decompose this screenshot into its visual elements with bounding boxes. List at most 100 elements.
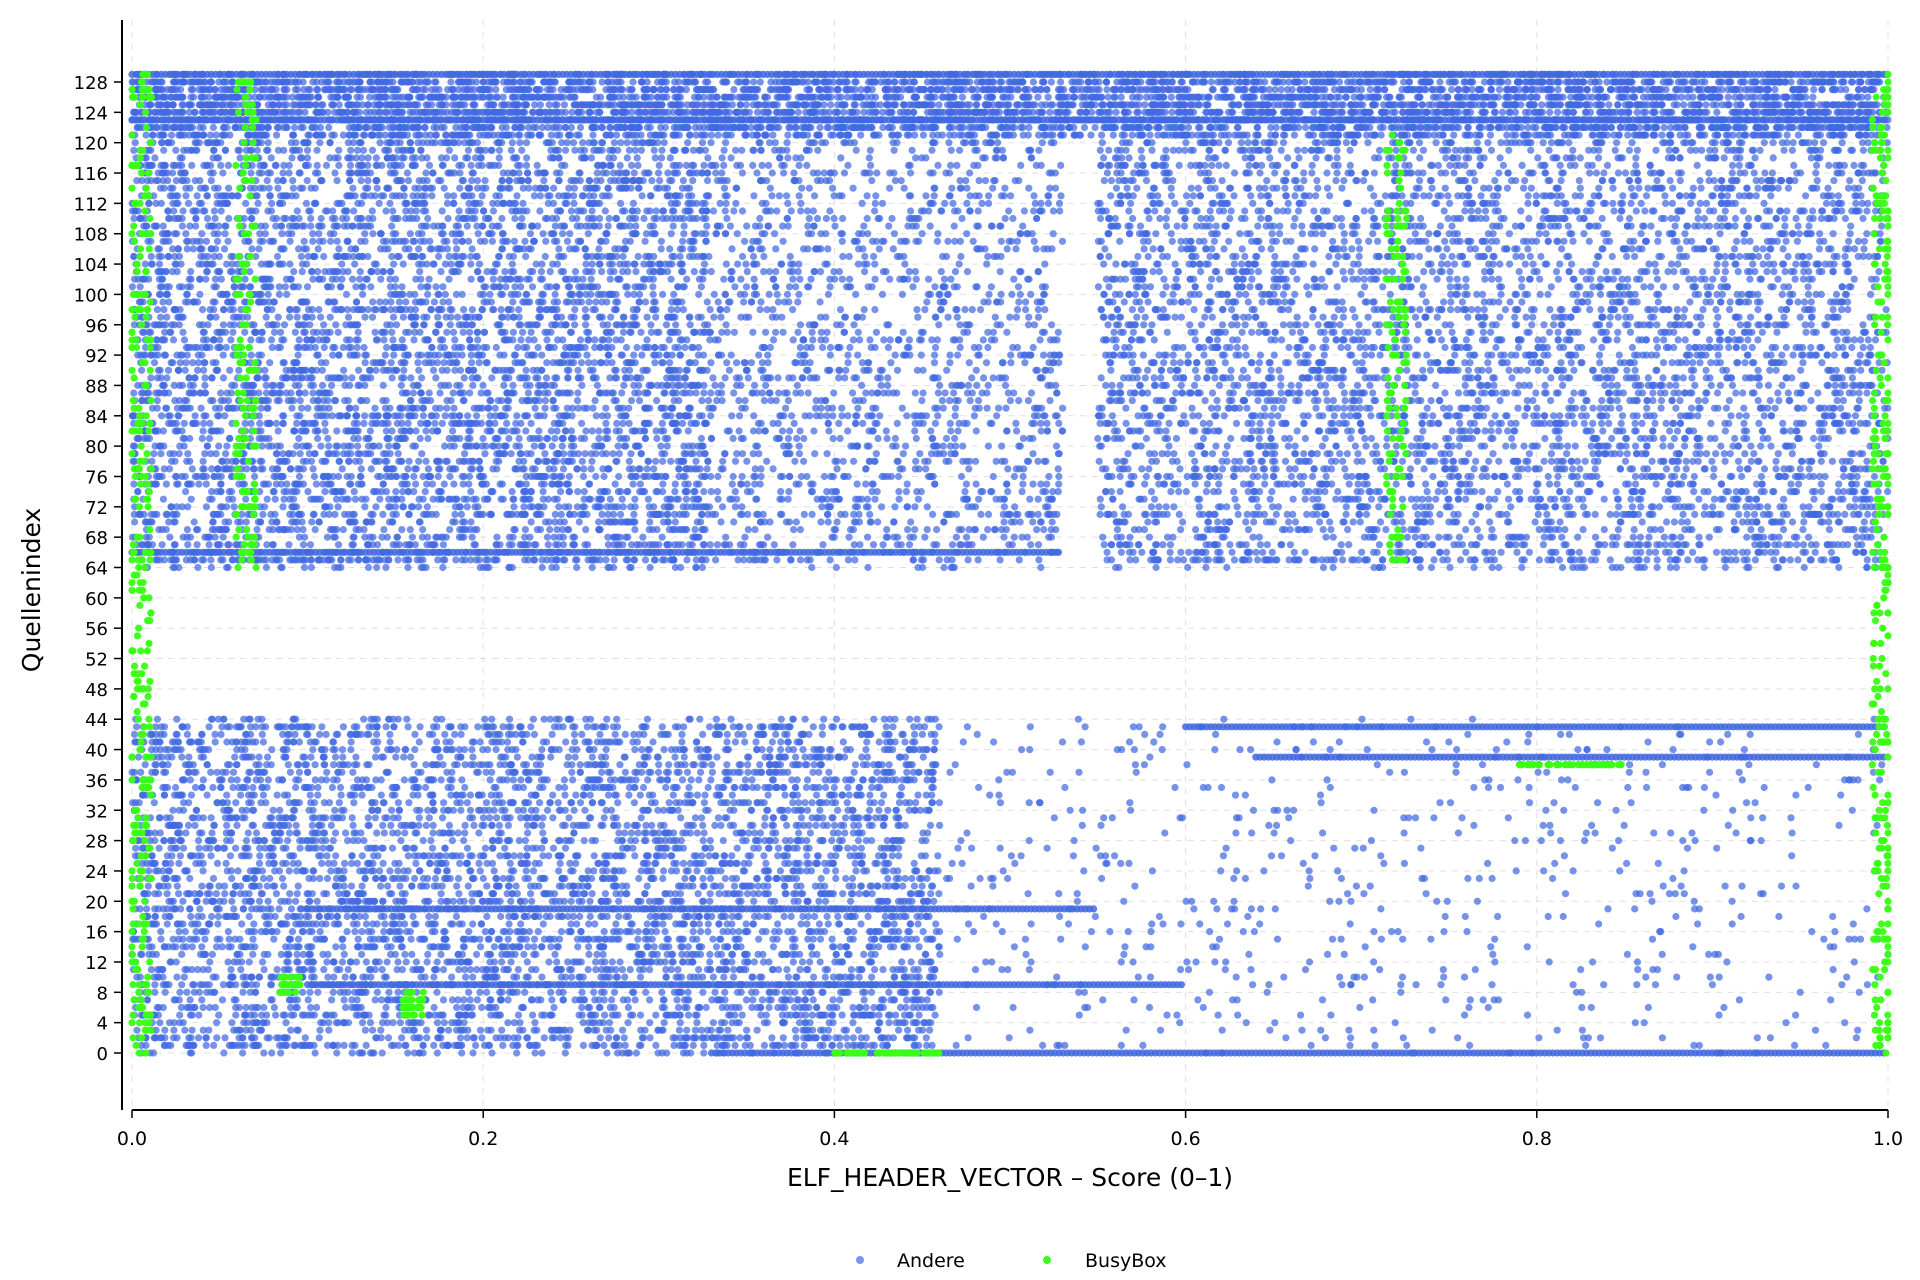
point-andere bbox=[295, 352, 302, 359]
point-andere bbox=[620, 503, 627, 510]
point-andere bbox=[522, 253, 529, 260]
point-andere bbox=[557, 321, 564, 328]
point-andere bbox=[460, 329, 467, 336]
point-andere bbox=[228, 389, 235, 396]
point-andere bbox=[536, 314, 543, 321]
point-andere bbox=[149, 261, 156, 268]
point-andere bbox=[453, 223, 460, 230]
point-andere bbox=[519, 329, 526, 336]
point-andere bbox=[228, 382, 235, 389]
point-andere bbox=[633, 344, 640, 351]
point-andere bbox=[148, 511, 155, 518]
point-andere bbox=[160, 382, 167, 389]
point-andere bbox=[410, 443, 417, 450]
point-andere bbox=[420, 177, 427, 184]
point-andere bbox=[437, 336, 444, 343]
point-andere bbox=[671, 488, 678, 495]
point-andere bbox=[314, 162, 321, 169]
point-andere bbox=[210, 306, 217, 313]
point-andere bbox=[353, 154, 360, 161]
point-andere bbox=[702, 215, 709, 222]
point-andere bbox=[400, 238, 407, 245]
point-andere bbox=[456, 185, 463, 192]
point-andere bbox=[561, 223, 568, 230]
point-andere bbox=[358, 496, 365, 503]
point-andere bbox=[566, 344, 573, 351]
point-andere bbox=[225, 541, 232, 548]
point-andere bbox=[667, 154, 674, 161]
point-andere bbox=[578, 283, 585, 290]
point-andere bbox=[239, 314, 246, 321]
point-andere bbox=[431, 298, 438, 305]
point-andere bbox=[311, 473, 318, 480]
point-andere bbox=[385, 503, 392, 510]
point-andere bbox=[156, 276, 163, 283]
point-andere bbox=[501, 268, 508, 275]
point-andere bbox=[458, 511, 465, 518]
point-andere bbox=[362, 359, 369, 366]
point-andere bbox=[645, 496, 652, 503]
point-andere bbox=[379, 397, 386, 404]
point-andere bbox=[448, 306, 455, 313]
point-andere bbox=[386, 435, 393, 442]
point-andere bbox=[257, 223, 264, 230]
point-andere bbox=[595, 518, 602, 525]
point-andere bbox=[404, 389, 411, 396]
point-andere bbox=[631, 526, 638, 533]
point-andere bbox=[605, 352, 612, 359]
point-andere bbox=[397, 177, 404, 184]
point-andere bbox=[341, 511, 348, 518]
point-andere bbox=[242, 420, 249, 427]
point-andere bbox=[360, 192, 367, 199]
point-andere bbox=[650, 352, 657, 359]
point-andere bbox=[598, 268, 605, 275]
point-andere bbox=[467, 488, 474, 495]
point-andere bbox=[335, 162, 342, 169]
point-andere bbox=[293, 443, 300, 450]
point-andere bbox=[463, 496, 470, 503]
point-andere bbox=[439, 207, 446, 214]
point-andere bbox=[148, 518, 155, 525]
point-andere bbox=[667, 458, 674, 465]
point-andere bbox=[668, 276, 675, 283]
point-andere bbox=[197, 253, 204, 260]
point-andere bbox=[199, 435, 206, 442]
point-andere bbox=[142, 518, 149, 525]
point-andere bbox=[321, 268, 328, 275]
point-andere bbox=[672, 481, 679, 488]
point-andere bbox=[424, 215, 431, 222]
point-andere bbox=[535, 427, 542, 434]
point-andere bbox=[451, 367, 458, 374]
point-andere bbox=[700, 488, 707, 495]
point-andere bbox=[329, 276, 336, 283]
point-andere bbox=[175, 245, 182, 252]
point-andere bbox=[344, 223, 351, 230]
point-andere bbox=[411, 200, 418, 207]
point-andere bbox=[511, 352, 518, 359]
point-andere bbox=[227, 321, 234, 328]
point-andere bbox=[669, 352, 676, 359]
point-andere bbox=[497, 185, 504, 192]
point-andere bbox=[520, 458, 527, 465]
point-andere bbox=[416, 518, 423, 525]
point-andere bbox=[435, 488, 442, 495]
point-andere bbox=[475, 511, 482, 518]
point-andere bbox=[210, 154, 217, 161]
point-andere bbox=[410, 473, 417, 480]
point-andere bbox=[656, 185, 663, 192]
point-andere bbox=[408, 503, 415, 510]
point-andere bbox=[535, 511, 542, 518]
point-andere bbox=[473, 412, 480, 419]
point-andere bbox=[618, 169, 625, 176]
point-andere bbox=[333, 427, 340, 434]
point-andere bbox=[611, 139, 618, 146]
point-andere bbox=[635, 389, 642, 396]
point-andere bbox=[523, 154, 530, 161]
point-andere bbox=[196, 291, 203, 298]
point-andere bbox=[336, 458, 343, 465]
point-andere bbox=[594, 169, 601, 176]
point-andere bbox=[288, 154, 295, 161]
point-andere bbox=[287, 389, 294, 396]
point-andere bbox=[447, 321, 454, 328]
point-andere bbox=[604, 503, 611, 510]
